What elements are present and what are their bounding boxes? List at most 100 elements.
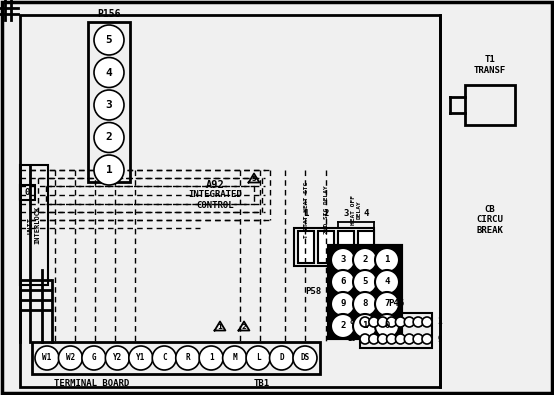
Bar	[32, 342, 320, 374]
Text: INTEGRATED
CONTROL: INTEGRATED CONTROL	[188, 190, 242, 210]
Circle shape	[94, 155, 124, 185]
Text: Y2: Y2	[112, 354, 122, 363]
Circle shape	[387, 334, 397, 344]
Circle shape	[360, 334, 370, 344]
Text: 1: 1	[438, 318, 442, 327]
Text: Y1: Y1	[136, 354, 146, 363]
Text: 8: 8	[362, 299, 368, 308]
Text: TB1: TB1	[254, 380, 270, 389]
Circle shape	[353, 314, 377, 338]
Text: A92: A92	[206, 180, 224, 190]
Bar	[20, 15, 440, 387]
Text: L: L	[256, 354, 260, 363]
Text: TERMINAL BOARD: TERMINAL BOARD	[54, 380, 130, 389]
Text: UNIT
INTERLOCK: UNIT INTERLOCK	[28, 206, 40, 244]
Text: 3: 3	[340, 256, 346, 265]
Text: 1: 1	[209, 354, 213, 363]
Text: P156: P156	[98, 9, 121, 19]
Text: 1: 1	[218, 324, 223, 330]
Text: 9: 9	[438, 335, 442, 344]
Text: 2: 2	[242, 324, 247, 330]
Circle shape	[331, 314, 355, 338]
Text: 8: 8	[350, 318, 355, 327]
Text: 1: 1	[106, 165, 112, 175]
Text: R: R	[186, 354, 190, 363]
Text: 4: 4	[106, 68, 112, 77]
Text: 5: 5	[252, 176, 257, 182]
Circle shape	[396, 317, 406, 327]
Text: 2ND STG DELAY: 2ND STG DELAY	[324, 186, 329, 234]
Circle shape	[375, 314, 399, 338]
Circle shape	[413, 334, 423, 344]
Circle shape	[360, 317, 370, 327]
Bar	[88, 22, 130, 182]
Text: DS: DS	[300, 354, 310, 363]
Text: M: M	[232, 354, 237, 363]
Circle shape	[199, 346, 223, 370]
Circle shape	[59, 346, 83, 370]
Text: T1
TRANSF: T1 TRANSF	[474, 55, 506, 75]
Text: 1: 1	[303, 209, 309, 218]
Text: 1: 1	[384, 256, 389, 265]
Text: D: D	[279, 354, 284, 363]
Circle shape	[413, 317, 423, 327]
Text: 2: 2	[106, 132, 112, 143]
Bar	[358, 231, 374, 263]
Bar	[318, 231, 334, 263]
Circle shape	[176, 346, 200, 370]
Text: CB
CIRCU
BREAK: CB CIRCU BREAK	[476, 205, 504, 235]
Circle shape	[105, 346, 130, 370]
Circle shape	[396, 334, 406, 344]
Text: 0: 0	[25, 188, 30, 197]
Circle shape	[246, 346, 270, 370]
Circle shape	[331, 292, 355, 316]
Circle shape	[404, 334, 414, 344]
Text: 2: 2	[340, 322, 346, 331]
Text: 3: 3	[343, 209, 348, 218]
Circle shape	[152, 346, 176, 370]
Text: 7: 7	[384, 299, 389, 308]
Circle shape	[369, 334, 379, 344]
Circle shape	[94, 122, 124, 152]
Bar	[360, 313, 432, 348]
Bar	[338, 231, 354, 263]
Circle shape	[422, 334, 432, 344]
Text: P58: P58	[305, 288, 321, 297]
Circle shape	[375, 248, 399, 272]
Circle shape	[378, 317, 388, 327]
Circle shape	[353, 292, 377, 316]
Text: G: G	[91, 354, 96, 363]
Circle shape	[353, 270, 377, 294]
Text: P46: P46	[388, 299, 404, 308]
Circle shape	[35, 346, 59, 370]
Text: 6: 6	[340, 278, 346, 286]
Bar	[329, 246, 401, 338]
Text: T-STAT HEAT STG: T-STAT HEAT STG	[304, 182, 309, 238]
Circle shape	[378, 334, 388, 344]
Text: 4: 4	[363, 209, 369, 218]
Text: 0: 0	[384, 322, 389, 331]
Circle shape	[375, 292, 399, 316]
Text: HEAT OFF
DELAY: HEAT OFF DELAY	[351, 195, 361, 225]
Circle shape	[422, 317, 432, 327]
Text: 5: 5	[362, 278, 368, 286]
Circle shape	[369, 317, 379, 327]
Circle shape	[387, 317, 397, 327]
Circle shape	[94, 90, 124, 120]
Text: 9: 9	[340, 299, 346, 308]
Bar	[294, 228, 374, 266]
Circle shape	[331, 248, 355, 272]
Circle shape	[82, 346, 106, 370]
Circle shape	[94, 25, 124, 55]
Circle shape	[270, 346, 294, 370]
Circle shape	[331, 270, 355, 294]
Bar	[20, 165, 48, 285]
Bar	[465, 85, 515, 125]
Circle shape	[375, 270, 399, 294]
Text: 5: 5	[106, 35, 112, 45]
Circle shape	[404, 317, 414, 327]
Text: 1: 1	[362, 322, 368, 331]
Circle shape	[129, 346, 153, 370]
Circle shape	[94, 58, 124, 88]
Text: 4: 4	[384, 278, 389, 286]
